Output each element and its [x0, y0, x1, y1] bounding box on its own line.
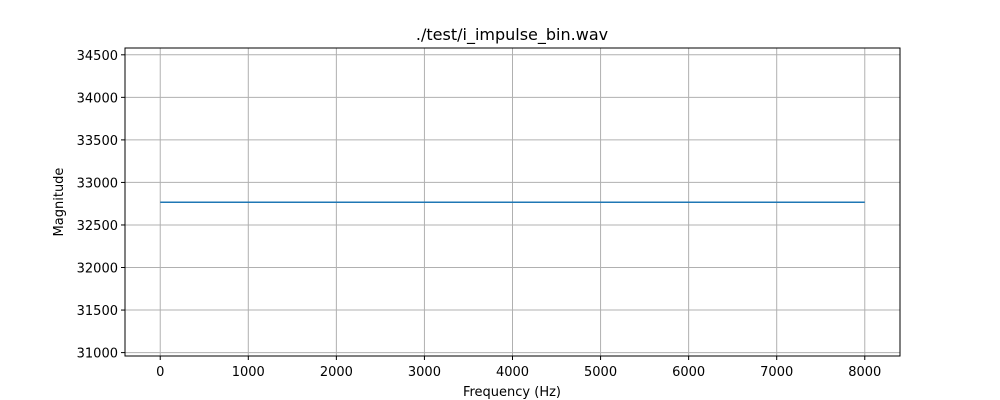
y-tick-label: 33500 — [77, 134, 118, 149]
x-tick-label: 6000 — [672, 365, 705, 380]
y-tick-label: 33000 — [77, 176, 118, 191]
y-axis-title: Magnitude — [52, 168, 67, 237]
y-tick-label: 34000 — [77, 91, 118, 106]
grid — [125, 48, 900, 356]
chart-title: ./test/i_impulse_bin.wav — [416, 25, 608, 45]
y-tick-label: 32000 — [77, 262, 118, 277]
y-tick-label: 31500 — [77, 304, 118, 319]
y-tick-label: 32500 — [77, 219, 118, 234]
x-tick-label: 2000 — [320, 365, 353, 380]
x-axis-ticks: 0 1000 2000 3000 4000 5000 6000 7000 8000 — [156, 356, 881, 380]
x-tick-label: 7000 — [760, 365, 793, 380]
x-tick-label: 0 — [156, 365, 164, 380]
x-axis-title: Frequency (Hz) — [463, 385, 561, 400]
x-tick-label: 3000 — [408, 365, 441, 380]
x-tick-label: 4000 — [496, 365, 529, 380]
x-tick-label: 5000 — [584, 365, 617, 380]
y-axis-ticks: 31000 31500 32000 32500 33000 33500 34000 34500 — [77, 49, 125, 362]
x-tick-label: 1000 — [232, 365, 265, 380]
y-tick-label: 34500 — [77, 49, 118, 64]
y-tick-label: 31000 — [77, 347, 118, 362]
x-tick-label: 8000 — [848, 365, 881, 380]
